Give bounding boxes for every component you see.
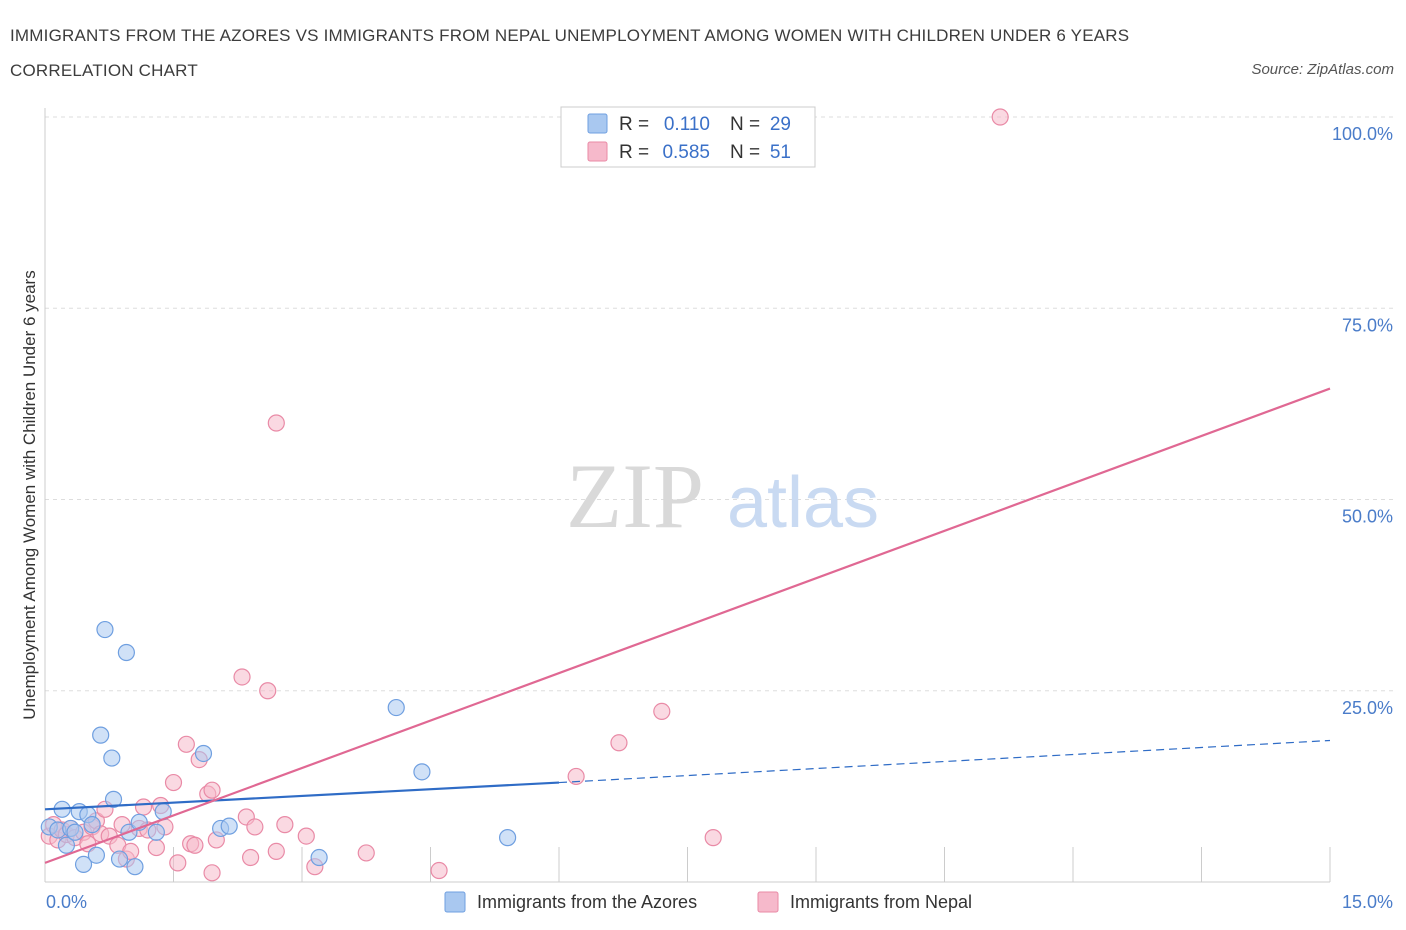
trend-line-nepal xyxy=(44,387,1331,864)
legend-n-label-nepal: N = xyxy=(730,142,760,163)
x-tick-labels: 0.0% 15.0% xyxy=(46,892,1393,912)
legend-r-value-nepal: 0.585 xyxy=(662,142,710,163)
point-nepal xyxy=(276,816,294,834)
point-nepal xyxy=(357,844,375,862)
point-nepal xyxy=(259,682,277,700)
point-nepal xyxy=(267,842,285,861)
trend-lines xyxy=(44,387,1331,864)
point-nepal xyxy=(297,827,315,845)
point-nepal xyxy=(134,798,153,816)
point-azores xyxy=(499,829,517,847)
bottom-legend-swatch-nepal xyxy=(757,891,779,913)
gridlines xyxy=(45,116,1395,692)
x-tick-label-min: 0.0% xyxy=(46,892,87,912)
legend: R = 0.110 N = 29 R = 0.585 N = 51 xyxy=(560,106,816,168)
point-nepal xyxy=(246,818,264,836)
legend-swatch-nepal xyxy=(587,141,608,162)
point-nepal xyxy=(203,864,221,882)
legend-r-label-nepal: R = xyxy=(619,142,649,163)
point-nepal xyxy=(991,108,1009,126)
point-azores xyxy=(96,620,114,639)
point-azores xyxy=(57,836,76,854)
point-nepal xyxy=(164,773,183,792)
point-nepal xyxy=(177,735,195,753)
point-azores xyxy=(110,850,129,868)
point-nepal xyxy=(242,848,260,867)
bottom-legend-label-azores: Immigrants from the Azores xyxy=(477,892,697,912)
point-azores xyxy=(103,749,121,767)
legend-n-value-azores: 29 xyxy=(770,114,791,135)
legend-n-value-nepal: 51 xyxy=(770,142,791,163)
trend-line-azores xyxy=(44,781,560,811)
x-tick-label-max: 15.0% xyxy=(1342,892,1393,912)
watermark-zip: ZIP xyxy=(566,445,704,547)
trend-line-azores-projection xyxy=(558,739,1331,784)
point-azores xyxy=(220,817,238,835)
point-azores xyxy=(104,790,123,808)
point-azores xyxy=(87,846,106,864)
y-tick-label: 50.0% xyxy=(1342,507,1393,527)
bottom-legend-label-nepal: Immigrants from Nepal xyxy=(790,892,972,912)
point-azores xyxy=(117,643,135,662)
point-azores xyxy=(83,816,101,834)
point-azores xyxy=(310,848,328,867)
legend-swatch-azores xyxy=(587,113,608,134)
point-nepal xyxy=(186,836,204,854)
point-nepal xyxy=(430,861,448,880)
point-nepal xyxy=(233,668,251,686)
legend-r-label-azores: R = xyxy=(619,114,649,135)
legend-r-value-azores: 0.110 xyxy=(664,114,710,135)
bottom-legend: Immigrants from the Azores Immigrants fr… xyxy=(444,891,972,913)
point-nepal xyxy=(567,767,585,786)
point-azores xyxy=(147,823,165,841)
point-azores xyxy=(66,823,84,841)
legend-n-label-azores: N = xyxy=(730,114,760,135)
point-azores xyxy=(92,726,110,744)
point-nepal xyxy=(704,829,722,847)
y-tick-label: 75.0% xyxy=(1342,315,1393,335)
point-nepal xyxy=(169,854,187,872)
y-tick-label: 100.0% xyxy=(1332,124,1393,144)
point-nepal xyxy=(610,734,628,752)
data-points xyxy=(40,108,1009,882)
point-azores xyxy=(413,763,431,781)
point-nepal xyxy=(653,702,671,721)
y-tick-label: 25.0% xyxy=(1342,698,1393,718)
point-nepal xyxy=(203,781,221,799)
point-nepal xyxy=(267,414,285,432)
point-azores xyxy=(387,698,405,717)
chart-title: IMMIGRANTS FROM THE AZORES VS IMMIGRANTS… xyxy=(10,26,1130,80)
point-azores xyxy=(194,744,213,763)
point-azores xyxy=(74,855,93,874)
source-label: Source: ZipAtlas.com xyxy=(1251,61,1394,78)
point-azores xyxy=(126,858,144,876)
bottom-legend-swatch-azores xyxy=(444,891,466,913)
y-tick-labels: 100.0% 75.0% 50.0% 25.0% xyxy=(1332,124,1393,718)
watermark-atlas: atlas xyxy=(727,463,879,543)
point-nepal xyxy=(147,838,165,857)
